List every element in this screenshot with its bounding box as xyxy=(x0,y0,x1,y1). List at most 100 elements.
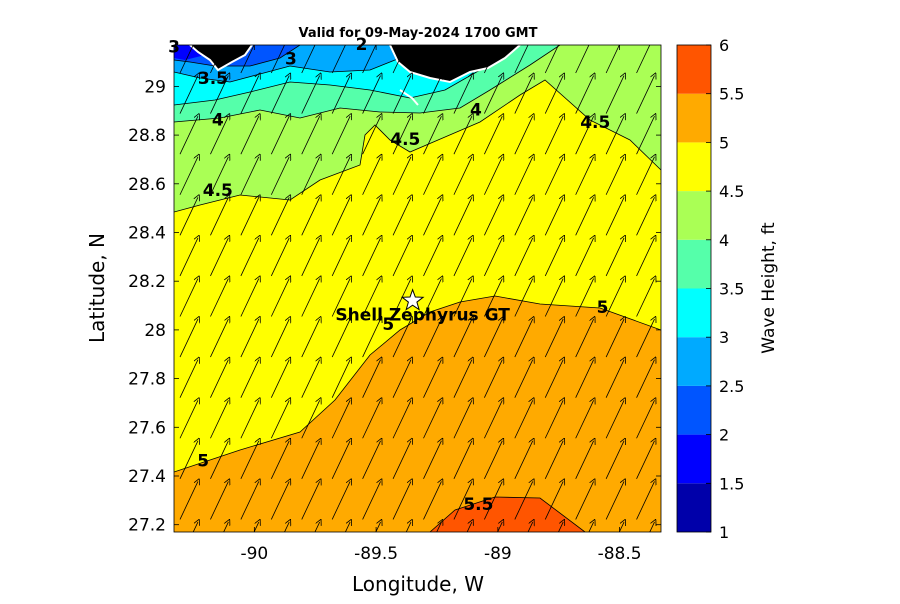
wave-arrow xyxy=(301,400,320,439)
wave-arrow xyxy=(392,319,411,358)
wave-arrow xyxy=(362,45,377,74)
y-tick-label: 28.2 xyxy=(128,272,166,292)
colorbar-tick-label: 5.5 xyxy=(719,85,744,104)
wave-arrow xyxy=(362,400,381,439)
wave-arrow xyxy=(301,279,320,317)
wave-arrow xyxy=(362,197,381,236)
wave-arrow xyxy=(453,157,472,195)
wave-arrow xyxy=(618,522,624,532)
contour-label: 5.5 xyxy=(463,495,493,515)
wave-arrow xyxy=(210,238,228,277)
wave-arrow xyxy=(253,522,259,532)
y-tick-label: 27.4 xyxy=(128,467,166,487)
wave-arrow xyxy=(514,45,529,74)
y-tick-label: 27.2 xyxy=(128,516,166,536)
wave-arrow xyxy=(423,441,442,480)
wave-arrow xyxy=(270,238,289,277)
wave-arrow xyxy=(331,319,350,358)
wave-arrow xyxy=(453,116,472,155)
wave-arrow xyxy=(605,360,624,398)
wave-arrow xyxy=(240,441,259,480)
contour-label: 5 xyxy=(382,315,394,335)
colorbar-tick-label: 2 xyxy=(719,426,729,445)
wave-arrow xyxy=(301,157,320,195)
wave-arrow xyxy=(240,238,259,277)
wave-arrow xyxy=(544,319,563,358)
wave-arrow xyxy=(362,360,381,398)
wave-arrow xyxy=(270,279,289,317)
wave-arrow xyxy=(514,400,533,439)
wave-arrow xyxy=(514,279,533,317)
wave-arrow xyxy=(392,481,411,520)
wave-arrow xyxy=(210,481,228,520)
map-title: Valid for 09-May-2024 1700 GMT xyxy=(299,26,538,41)
y-axis-ticks: 27.2 27.4 27.6 27.8 28 28.2 28.4 28.6 28.8 29 xyxy=(128,77,661,536)
contour-label: 3 xyxy=(285,49,297,69)
colorbar-segment xyxy=(677,434,711,484)
colorbar-tick-label: 1 xyxy=(719,523,729,542)
y-axis-label: Latitude, N xyxy=(85,233,109,343)
colorbar-segment xyxy=(677,45,711,94)
wave-arrow xyxy=(210,76,228,114)
colorbar-segment xyxy=(677,483,711,532)
wave-arrow xyxy=(179,441,198,480)
wave-arrow xyxy=(179,45,194,74)
wave-arrow xyxy=(240,481,259,520)
wave-arrow xyxy=(484,360,502,398)
colorbar-segment xyxy=(677,142,711,192)
colorbar-label: Wave Height, ft xyxy=(759,222,779,354)
wave-arrow xyxy=(575,116,594,155)
wave-arrow xyxy=(301,238,320,277)
wave-arrow xyxy=(514,116,533,155)
colorbar-tick-label: 5 xyxy=(719,133,729,152)
wave-arrow xyxy=(636,76,655,114)
wave-arrow xyxy=(423,116,442,155)
wave-arrow xyxy=(423,279,442,317)
wave-arrow xyxy=(179,197,198,236)
wave-arrow xyxy=(423,238,442,277)
wave-arrow xyxy=(575,319,594,358)
wave-arrow xyxy=(636,157,655,195)
wave-arrow xyxy=(301,441,320,480)
contour-label: 4.5 xyxy=(203,181,233,201)
wave-arrow xyxy=(405,522,411,532)
wave-arrow xyxy=(423,76,442,114)
y-tick-label: 27.8 xyxy=(128,370,166,390)
wave-arrow xyxy=(484,45,499,74)
wave-arrow xyxy=(270,197,289,236)
x-axis-label: Longitude, W xyxy=(352,572,484,596)
wave-arrow xyxy=(331,481,350,520)
wave-arrow xyxy=(605,238,624,277)
wave-arrow xyxy=(179,116,198,155)
wave-arrow xyxy=(544,197,563,236)
wave-arrow xyxy=(392,116,411,155)
x-tick-label: -90 xyxy=(240,544,268,564)
wave-arrow xyxy=(240,400,259,439)
wave-arrow xyxy=(331,400,350,439)
wave-arrow xyxy=(423,481,442,520)
wave-arrow xyxy=(240,45,255,74)
wave-arrow xyxy=(392,360,411,398)
wave-arrow xyxy=(514,197,533,236)
wave-arrow xyxy=(270,45,285,74)
wave-arrow xyxy=(575,45,590,74)
station-star-icon xyxy=(400,288,425,311)
wave-arrow xyxy=(466,522,472,532)
colorbar: 1 1.5 2 2.5 3 3.5 4 4.5 5 5.5 6 xyxy=(676,36,744,542)
land-mass-west xyxy=(190,45,252,70)
colorbar-tick-label: 6 xyxy=(719,36,729,55)
wave-arrow xyxy=(423,400,442,439)
wave-arrow xyxy=(362,76,381,114)
wave-arrow xyxy=(301,45,316,74)
contour-label: 4 xyxy=(470,101,482,121)
contour-label: 4 xyxy=(212,110,224,130)
wave-arrow xyxy=(575,400,594,439)
wave-arrow xyxy=(636,197,655,236)
wave-arrow xyxy=(331,360,350,398)
wave-arrow xyxy=(270,441,289,480)
wave-arrow xyxy=(362,481,381,520)
wave-arrow xyxy=(636,481,655,520)
wave-arrow xyxy=(544,481,563,520)
